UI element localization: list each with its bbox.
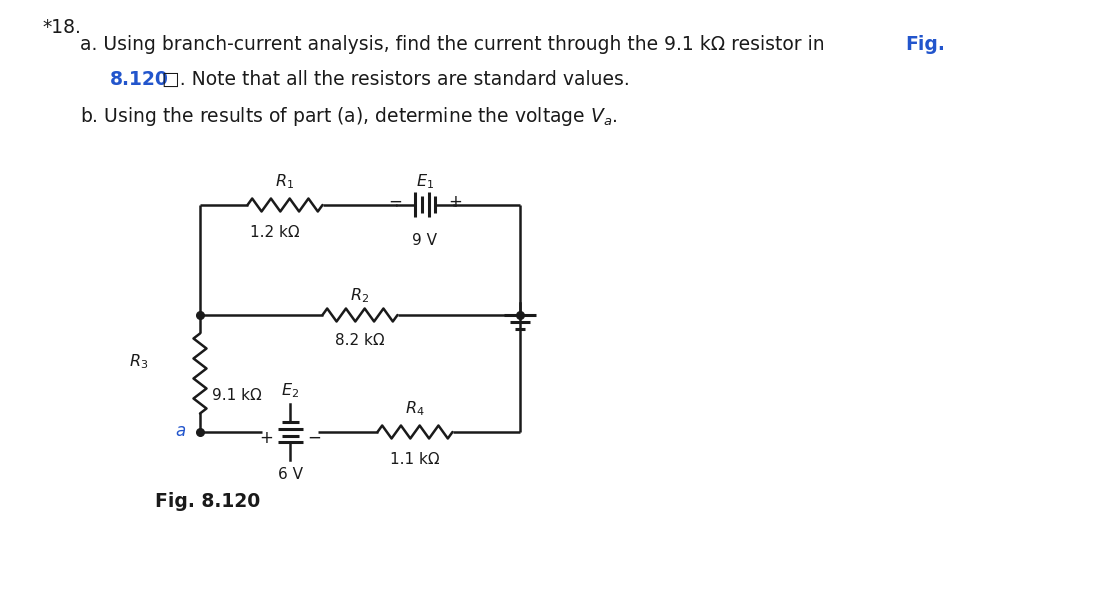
Text: −: − xyxy=(307,429,321,447)
Text: Fig. 8.120: Fig. 8.120 xyxy=(155,492,260,511)
Text: $R_1$: $R_1$ xyxy=(276,172,294,191)
Text: $R_3$: $R_3$ xyxy=(129,352,148,371)
Text: +: + xyxy=(449,193,462,211)
Text: 8.2 kΩ: 8.2 kΩ xyxy=(335,333,385,348)
Text: $E_2$: $E_2$ xyxy=(281,381,299,400)
Text: 1.1 kΩ: 1.1 kΩ xyxy=(390,452,440,467)
Text: $a$: $a$ xyxy=(175,423,186,440)
Text: $R_2$: $R_2$ xyxy=(350,286,369,305)
Text: $E_1$: $E_1$ xyxy=(415,172,434,191)
Text: 9.1 kΩ: 9.1 kΩ xyxy=(212,388,262,403)
Text: a. Using branch-current analysis, find the current through the 9.1 kΩ resistor i: a. Using branch-current analysis, find t… xyxy=(80,35,861,54)
Text: □. Note that all the resistors are standard values.: □. Note that all the resistors are stand… xyxy=(162,70,629,89)
Text: 1.2 kΩ: 1.2 kΩ xyxy=(250,225,300,240)
Text: b. Using the results of part (a), determine the voltage $V_a$.: b. Using the results of part (a), determ… xyxy=(80,105,617,128)
Text: *18.: *18. xyxy=(42,18,80,37)
Text: 6 V: 6 V xyxy=(278,467,303,482)
Text: Fig.: Fig. xyxy=(905,35,944,54)
Text: −: − xyxy=(388,193,402,211)
Text: $R_4$: $R_4$ xyxy=(406,400,424,418)
Text: +: + xyxy=(259,429,273,447)
Text: 9 V: 9 V xyxy=(412,233,437,248)
Text: 8.120: 8.120 xyxy=(110,70,169,89)
